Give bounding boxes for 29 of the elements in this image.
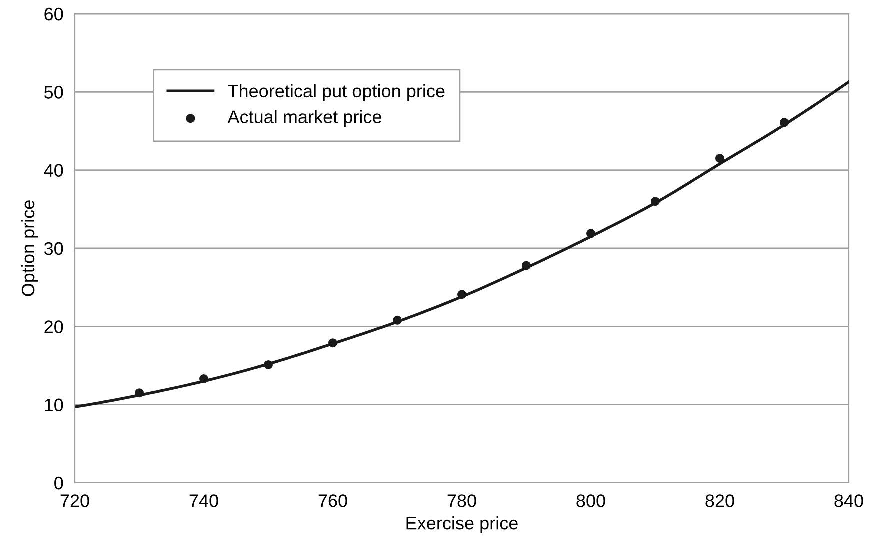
x-tick-label: 740 <box>190 494 218 508</box>
point <box>264 360 273 370</box>
x-axis-title: Exercise price <box>406 516 518 534</box>
point <box>651 197 660 206</box>
y-tick-label: 0 <box>54 476 64 490</box>
point <box>328 338 338 348</box>
point <box>522 261 531 270</box>
point <box>586 229 596 238</box>
y-axis-title: Option price <box>21 200 38 296</box>
y-tick-label: 30 <box>44 242 64 256</box>
y-tick-label: 20 <box>44 320 64 334</box>
point <box>716 154 724 164</box>
point <box>458 290 466 300</box>
point <box>200 374 208 384</box>
x-tick-label: 840 <box>834 494 864 508</box>
point <box>780 118 789 128</box>
legend-label: Theoretical put option price <box>228 84 445 102</box>
y-tick-label: 60 <box>44 8 64 21</box>
x-tick-label: 780 <box>448 494 476 508</box>
x-tick-label: 720 <box>60 494 90 508</box>
y-tick-label: 10 <box>45 398 64 412</box>
x-tick-label: 800 <box>576 494 606 508</box>
y-tick-label: 50 <box>44 86 64 99</box>
x-tick-label: 760 <box>318 494 348 508</box>
y-tick-label: 40 <box>44 164 64 178</box>
point <box>393 316 402 325</box>
legend-label: Actual market price <box>228 110 382 128</box>
point <box>135 388 144 398</box>
x-tick-label: 820 <box>706 494 734 508</box>
